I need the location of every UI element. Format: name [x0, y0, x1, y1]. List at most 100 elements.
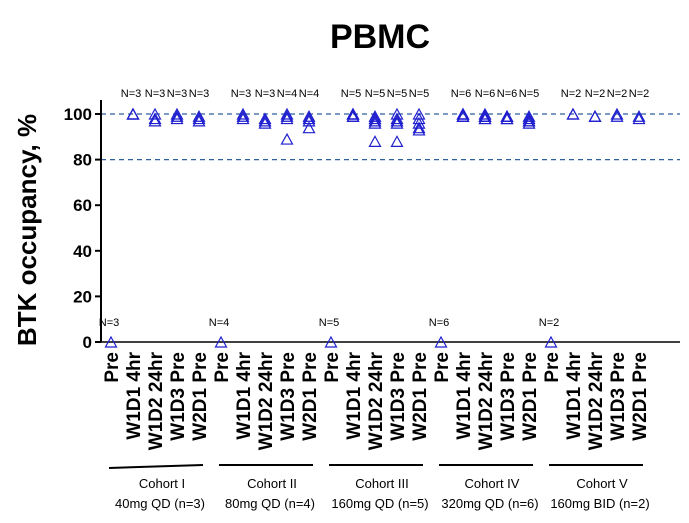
x-tick-label: W1D1 4hr	[454, 351, 475, 439]
data-point	[258, 114, 272, 127]
data-point	[280, 132, 294, 145]
x-tick-label: W1D3 Pre	[278, 352, 299, 441]
data-point	[258, 112, 272, 125]
x-tick-label: Pre	[212, 352, 233, 383]
n-label: N=4	[277, 88, 298, 100]
y-tick-label: 100	[64, 105, 92, 124]
x-tick-label: W2D1 Pre	[630, 352, 651, 441]
cohort-bracket	[108, 464, 204, 469]
data-point	[522, 114, 536, 127]
data-point	[368, 135, 382, 147]
n-label: N=6	[497, 88, 518, 100]
data-point	[456, 110, 470, 122]
data-point	[214, 335, 228, 348]
data-point	[236, 110, 250, 122]
n-label: N=6	[451, 88, 472, 100]
y-tick-label: 80	[73, 151, 92, 170]
data-point	[390, 135, 404, 147]
data-point	[192, 110, 206, 122]
x-tick-label: W2D1 Pre	[300, 352, 321, 441]
cohort-name: Cohort I	[139, 476, 185, 491]
n-label: N=2	[585, 88, 606, 100]
data-point	[500, 110, 514, 122]
n-label: N=5	[319, 317, 340, 329]
cohort-name: Cohort III	[355, 476, 408, 491]
x-tick-label: Pre	[322, 352, 343, 383]
data-point	[566, 107, 580, 120]
data-point	[368, 112, 382, 125]
data-point	[302, 121, 316, 134]
data-point	[632, 110, 646, 122]
data-point	[522, 116, 536, 129]
data-point	[280, 107, 294, 120]
data-point	[368, 114, 382, 127]
n-label: N=2	[539, 317, 560, 329]
n-label: N=3	[255, 88, 276, 100]
n-label: N=3	[121, 88, 142, 100]
data-point	[478, 112, 492, 125]
n-label: N=2	[607, 88, 628, 100]
data-point	[456, 107, 470, 120]
n-label: N=3	[99, 317, 120, 329]
x-tick-label: Pre	[432, 352, 453, 383]
data-point	[412, 121, 426, 134]
cohort-name: Cohort IV	[465, 476, 520, 491]
x-tick-label: W1D2 24hr	[146, 351, 167, 450]
y-tick-label: 20	[73, 287, 92, 306]
n-label: N=5	[409, 88, 430, 100]
data-point	[170, 112, 184, 125]
data-point	[434, 335, 448, 348]
data-point	[192, 114, 206, 127]
data-point	[522, 110, 536, 122]
n-label: N=3	[145, 88, 166, 100]
n-label: N=5	[365, 88, 386, 100]
n-label: N=3	[167, 88, 188, 100]
x-tick-label: W1D1 4hr	[344, 351, 365, 439]
x-tick-label: W1D3 Pre	[498, 352, 519, 441]
y-tick-label: 60	[73, 196, 92, 215]
data-point	[588, 110, 602, 122]
data-markers	[104, 107, 646, 348]
x-tick-label: W2D1 Pre	[410, 352, 431, 441]
chart-title: PBMC	[330, 18, 430, 56]
data-point	[632, 112, 646, 125]
x-tick-labels: Pre W1D1 4hr W1D2 24hr W1D3 Pre W2D1 Pre Pre W…	[102, 351, 651, 450]
data-point	[412, 116, 426, 129]
x-tick-label: W2D1 Pre	[520, 352, 541, 441]
data-point	[390, 114, 404, 127]
y-tick-label: 40	[73, 242, 92, 261]
cohort-dose: 160mg QD (n=5)	[331, 496, 428, 511]
data-point	[522, 112, 536, 125]
y-ticks: 0 20 40 60 80 100	[64, 105, 101, 352]
data-point	[500, 112, 514, 125]
data-point	[148, 114, 162, 127]
x-tick-label: W1D2 24hr	[476, 351, 497, 450]
data-point	[236, 107, 250, 120]
n-labels: N=3N=3 N=3 N=3 N=3N=4N=3 N=3 N=4 N=4N=5N=5 N=5 N…	[99, 88, 650, 329]
data-point	[390, 112, 404, 125]
data-point	[588, 110, 602, 122]
data-point	[478, 110, 492, 122]
n-label: N=5	[519, 88, 540, 100]
cohort-labels: Cohort I 40mg QD (n=3) Cohort II 80mg QD (n…	[108, 464, 650, 511]
x-tick-label: Pre	[542, 352, 563, 383]
n-label: N=6	[429, 317, 450, 329]
data-point	[368, 110, 382, 122]
data-point	[302, 114, 316, 127]
y-tick-label: 0	[83, 333, 92, 352]
x-tick-label: W1D1 4hr	[124, 351, 145, 439]
data-point	[170, 110, 184, 122]
axes	[100, 100, 680, 343]
data-point	[280, 110, 294, 122]
n-label: N=2	[629, 88, 650, 100]
x-tick-label: W1D2 24hr	[586, 351, 607, 450]
data-point	[610, 110, 624, 122]
data-point	[170, 107, 184, 120]
n-label: N=2	[561, 88, 582, 100]
data-point	[104, 335, 118, 348]
x-tick-label: W1D2 24hr	[256, 351, 277, 450]
n-label: N=3	[231, 88, 252, 100]
x-tick-label: W1D3 Pre	[608, 352, 629, 441]
y-axis-label: BTK occupancy, %	[12, 114, 42, 346]
